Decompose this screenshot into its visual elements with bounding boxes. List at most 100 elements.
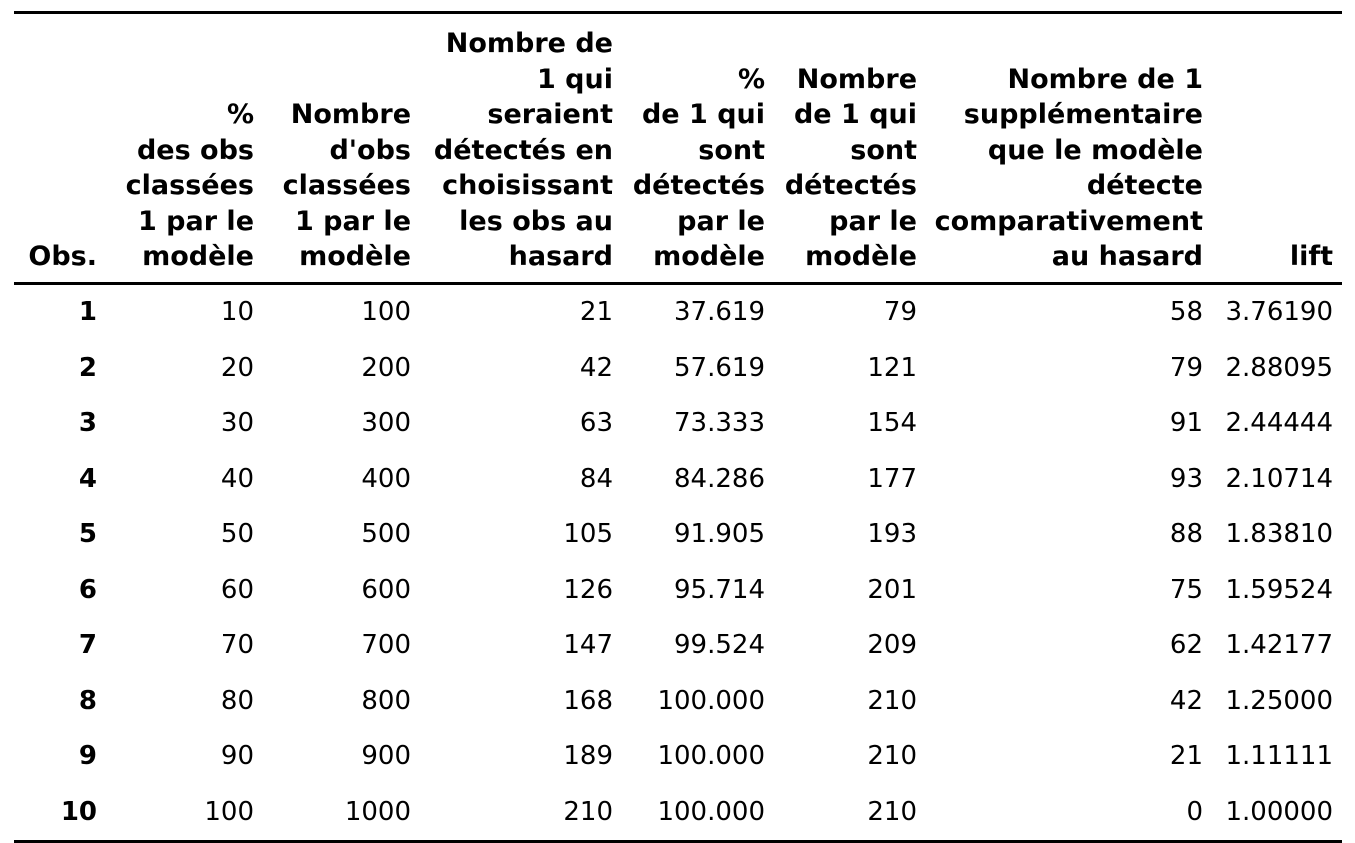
cell-obs: 10 (60, 796, 97, 827)
cell-extra-detected: 93 (1169, 463, 1203, 494)
cell-extra-detected: 21 (1169, 741, 1203, 772)
cell-count-random-detected: 210 (563, 796, 613, 827)
cell-pct-model-detected: 91.905 (674, 519, 765, 550)
cell-obs: 2 (78, 352, 97, 383)
cell-pct-obs-classified: 70 (220, 630, 254, 661)
cell-count-model-detected: 193 (867, 519, 917, 550)
cell-extra-detected: 75 (1169, 574, 1203, 605)
header-count-random-detected: Nombre de 1 qui seraient détectés en cho… (433, 28, 613, 272)
cell-lift: 1.83810 (1225, 519, 1333, 550)
cell-count-obs-classified: 700 (361, 630, 411, 661)
cell-lift: 1.25000 (1225, 685, 1333, 716)
cell-count-model-detected: 210 (867, 685, 917, 716)
cell-pct-model-detected: 99.524 (674, 630, 765, 661)
cell-extra-detected: 88 (1169, 519, 1203, 550)
cell-count-random-detected: 168 (563, 685, 613, 716)
cell-pct-model-detected: 100.000 (657, 796, 765, 827)
cell-pct-obs-classified: 100 (204, 796, 254, 827)
cell-extra-detected: 58 (1169, 297, 1203, 328)
cell-obs: 3 (78, 408, 97, 439)
cell-pct-model-detected: 57.619 (674, 352, 765, 383)
cell-count-model-detected: 177 (867, 463, 917, 494)
cell-pct-model-detected: 84.286 (674, 463, 765, 494)
cell-pct-model-detected: 100.000 (657, 685, 765, 716)
cell-extra-detected: 91 (1169, 408, 1203, 439)
cell-lift: 1.42177 (1225, 630, 1333, 661)
cell-pct-model-detected: 73.333 (674, 408, 765, 439)
cell-extra-detected: 42 (1169, 685, 1203, 716)
cell-count-obs-classified: 600 (361, 574, 411, 605)
cell-count-random-detected: 105 (563, 519, 613, 550)
header-count-model-detected: Nombre de 1 qui sont détectés par le mod… (784, 63, 917, 273)
cell-pct-obs-classified: 60 (220, 574, 254, 605)
cell-count-obs-classified: 900 (361, 741, 411, 772)
table-row: 2 20 200 42 57.619 121 79 2.88095 (14, 340, 1342, 396)
cell-lift: 2.88095 (1225, 352, 1333, 383)
cell-lift: 2.44444 (1225, 408, 1333, 439)
table-row: 1 10 100 21 37.619 79 58 3.76190 (14, 283, 1342, 340)
cell-count-random-detected: 21 (579, 297, 613, 328)
cell-pct-obs-classified: 30 (220, 408, 254, 439)
cell-lift: 2.10714 (1225, 463, 1333, 494)
cell-count-random-detected: 42 (579, 352, 613, 383)
header-extra-detected: Nombre de 1 supplémentaire que le modèle… (934, 63, 1203, 273)
cell-pct-model-detected: 37.619 (674, 297, 765, 328)
lift-table: Obs. % des obs classées 1 par le modèle … (14, 11, 1342, 843)
cell-count-model-detected: 121 (867, 352, 917, 383)
header-pct-obs-classified: % des obs classées 1 par le modèle (125, 99, 254, 272)
cell-count-random-detected: 189 (563, 741, 613, 772)
table-row: 6 60 600 126 95.714 201 75 1.59524 (14, 562, 1342, 618)
cell-pct-obs-classified: 10 (220, 297, 254, 328)
cell-count-obs-classified: 500 (361, 519, 411, 550)
header-count-obs-classified: Nombre d'obs classées 1 par le modèle (282, 99, 411, 272)
cell-count-random-detected: 147 (563, 630, 613, 661)
header-row: Obs. % des obs classées 1 par le modèle … (14, 12, 1342, 283)
cell-count-random-detected: 126 (563, 574, 613, 605)
cell-count-obs-classified: 200 (361, 352, 411, 383)
cell-count-model-detected: 79 (883, 297, 917, 328)
cell-pct-obs-classified: 90 (220, 741, 254, 772)
cell-obs: 8 (78, 685, 97, 716)
cell-count-obs-classified: 1000 (344, 796, 411, 827)
cell-count-obs-classified: 400 (361, 463, 411, 494)
cell-count-obs-classified: 300 (361, 408, 411, 439)
cell-lift: 3.76190 (1225, 297, 1333, 328)
cell-obs: 9 (78, 741, 97, 772)
cell-pct-model-detected: 100.000 (657, 741, 765, 772)
table-row: 4 40 400 84 84.286 177 93 2.10714 (14, 451, 1342, 507)
cell-obs: 4 (78, 463, 97, 494)
cell-count-model-detected: 201 (867, 574, 917, 605)
cell-pct-obs-classified: 80 (220, 685, 254, 716)
cell-count-random-detected: 63 (579, 408, 613, 439)
header-lift: lift (1289, 241, 1333, 272)
cell-obs: 6 (78, 574, 97, 605)
table-row: 7 70 700 147 99.524 209 62 1.42177 (14, 618, 1342, 674)
table-row: 9 90 900 189 100.000 210 21 1.11111 (14, 729, 1342, 785)
cell-pct-model-detected: 95.714 (674, 574, 765, 605)
cell-pct-obs-classified: 20 (220, 352, 254, 383)
cell-obs: 5 (78, 519, 97, 550)
cell-count-model-detected: 210 (867, 796, 917, 827)
table-row: 10 100 1000 210 100.000 210 0 1.00000 (14, 784, 1342, 841)
cell-lift: 1.11111 (1225, 741, 1333, 772)
cell-pct-obs-classified: 50 (220, 519, 254, 550)
table-row: 5 50 500 105 91.905 193 88 1.83810 (14, 507, 1342, 563)
cell-obs: 1 (78, 297, 97, 328)
table-header: Obs. % des obs classées 1 par le modèle … (14, 12, 1342, 283)
header-obs: Obs. (28, 241, 97, 272)
cell-count-obs-classified: 800 (361, 685, 411, 716)
cell-lift: 1.00000 (1225, 796, 1333, 827)
cell-count-model-detected: 154 (867, 408, 917, 439)
cell-count-model-detected: 209 (867, 630, 917, 661)
table-body: 1 10 100 21 37.619 79 58 3.76190 2 20 200 42 57.619 1… (14, 283, 1342, 841)
cell-extra-detected: 62 (1169, 630, 1203, 661)
cell-count-random-detected: 84 (579, 463, 613, 494)
cell-lift: 1.59524 (1225, 574, 1333, 605)
lift-table-container: Obs. % des obs classées 1 par le modèle … (14, 11, 1342, 843)
cell-pct-obs-classified: 40 (220, 463, 254, 494)
table-row: 3 30 300 63 73.333 154 91 2.44444 (14, 396, 1342, 452)
cell-extra-detected: 79 (1169, 352, 1203, 383)
header-pct-model-detected: % de 1 qui sont détectés par le modèle (632, 63, 765, 273)
table-row: 8 80 800 168 100.000 210 42 1.25000 (14, 673, 1342, 729)
cell-count-model-detected: 210 (867, 741, 917, 772)
